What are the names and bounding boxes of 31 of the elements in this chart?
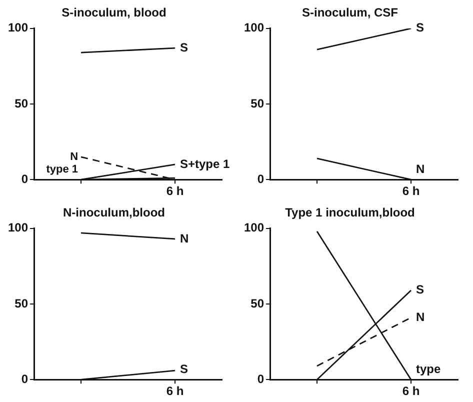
series-label: S: [180, 40, 188, 54]
chart-title: N-inoculum,blood: [63, 206, 165, 220]
y-tick-label: 0: [21, 172, 28, 186]
x-tick-label: 6 h: [166, 384, 184, 398]
y-tick-label: 0: [257, 172, 264, 186]
series-label: S: [416, 20, 424, 35]
y-tick-label: 100: [244, 220, 264, 235]
y-tick-label: 50: [14, 296, 28, 310]
y-tick-label: 0: [21, 372, 28, 386]
chart-title: S-inoculum, blood: [62, 6, 166, 20]
y-tick-label: 50: [250, 296, 264, 310]
series-label: S: [416, 282, 424, 297]
y-tick-label: 100: [8, 20, 28, 35]
series-label: N: [180, 231, 189, 246]
y-tick-label: 100: [244, 20, 264, 35]
y-tick-label: 100: [8, 220, 28, 235]
series-label: N: [416, 162, 425, 176]
x-tick-label: 6 h: [166, 184, 184, 198]
series-label: N: [416, 310, 425, 324]
series-label: type 1: [46, 164, 78, 176]
series-label: S: [180, 362, 188, 376]
series-label: N: [70, 150, 78, 163]
x-tick-label: 6 h: [402, 384, 420, 398]
y-tick-label: 50: [250, 96, 264, 110]
y-tick-label: 50: [14, 96, 28, 110]
chart-title: S-inoculum, CSF: [302, 6, 398, 20]
series-label: type: [416, 362, 442, 376]
y-tick-label: 0: [257, 372, 264, 386]
series-label: S+type 1: [180, 156, 230, 171]
chart-title: Type 1 inoculum,blood: [285, 206, 415, 220]
x-tick-label: 6 h: [402, 184, 420, 198]
